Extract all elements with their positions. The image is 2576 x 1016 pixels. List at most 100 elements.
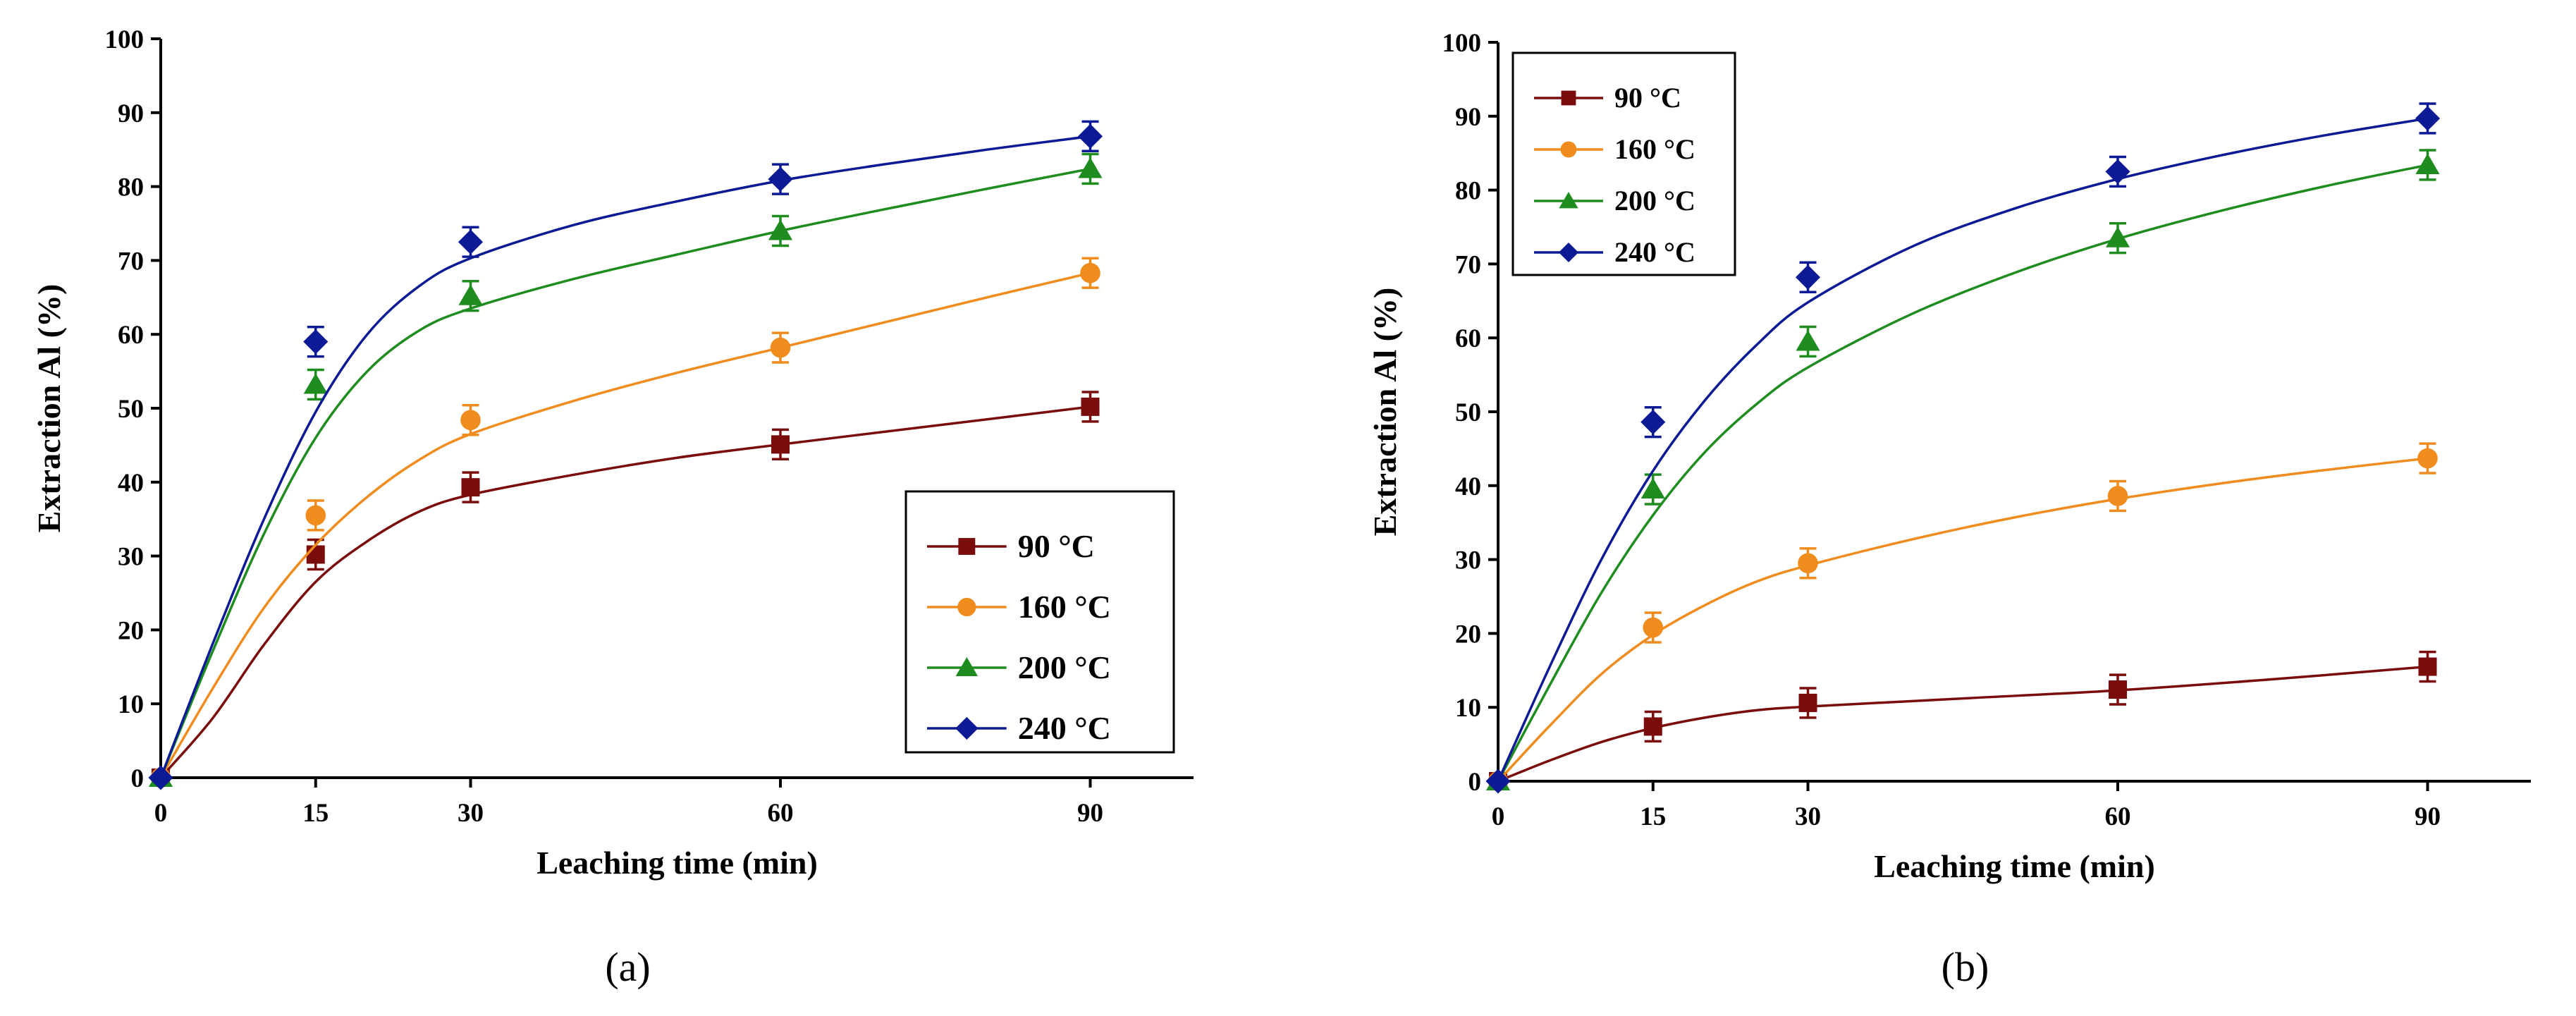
- panel-a-data-point: [1077, 123, 1103, 149]
- panel-b-data-point: [2417, 448, 2438, 469]
- panel-b-x-tick-label: 15: [1640, 802, 1666, 831]
- panel-a-y-tick-label: 40: [118, 469, 144, 498]
- panel-b-data-point: [1485, 769, 1511, 794]
- panel-b-y-tick-label: 0: [1468, 768, 1482, 797]
- panel-b-data-point: [2415, 106, 2441, 131]
- panel-a-y-tick-label: 10: [118, 690, 144, 719]
- panel-b-data-point: [2105, 159, 2130, 184]
- panel-a-series-3: [148, 120, 1103, 790]
- panel-b-x-axis-title: Leaching time (min): [1874, 848, 2155, 884]
- panel-b-legend-marker: [1558, 242, 1579, 263]
- panel-a-y-axis-title: Extraction Al (%): [31, 284, 67, 533]
- panel-b-y-tick-label: 50: [1455, 398, 1481, 427]
- panel-a-data-point: [1080, 262, 1100, 283]
- panel-a-data-point: [768, 219, 793, 240]
- panel-b-data-point: [2415, 153, 2440, 174]
- panel-a-data-point: [768, 166, 793, 192]
- panel-a-y-tick-label: 60: [118, 321, 144, 350]
- panel-a-data-point: [303, 329, 329, 355]
- panel-a-legend-label: 160 °C: [1018, 589, 1111, 625]
- panel-b-legend-label: 90 °C: [1614, 82, 1681, 114]
- panel-b-legend-marker: [1560, 141, 1577, 158]
- panel-b-series-1: [1488, 442, 2438, 792]
- panel-a-y-tick-label: 100: [105, 25, 145, 54]
- panel-a-data-point: [1078, 157, 1103, 178]
- panel-b-data-point: [1798, 693, 1817, 712]
- panel-b-data-point: [2418, 657, 2437, 676]
- panel-b-legend-label: 200 °C: [1614, 185, 1695, 216]
- panel-a-legend-label: 240 °C: [1018, 710, 1111, 746]
- panel-a-legend-label: 200 °C: [1018, 649, 1111, 685]
- panel-a-fit-curve: [159, 271, 1091, 778]
- panel-b-legend-label: 160 °C: [1614, 133, 1695, 165]
- panel-a-data-point: [458, 229, 484, 255]
- panel-b-legend: 90 °C 160 °C 200 °C 240 °C: [1511, 51, 1736, 276]
- panel-b-y-tick-label: 100: [1442, 29, 1482, 58]
- panel-b-y-tick-label: 80: [1455, 177, 1481, 206]
- panel-b-legend-label: 240 °C: [1614, 236, 1695, 268]
- panel-a-y-tick-label: 80: [118, 173, 144, 202]
- panel-a-data-point: [1081, 397, 1100, 416]
- panel-b-y-tick-label: 40: [1455, 472, 1481, 501]
- panel-a-y-tick-label: 50: [118, 395, 144, 424]
- panel-b-data-point: [2105, 226, 2130, 247]
- panel-a-y-tick-label: 70: [118, 247, 144, 276]
- panel-a: 0 10 20 30 40 50 60 70 80 90 100 0 15 30 60 90 Leaching …: [31, 25, 1194, 990]
- panel-a-legend-marker: [955, 657, 979, 676]
- panel-a-data-point: [460, 410, 481, 431]
- panel-a-y-tick-label: 20: [118, 616, 144, 645]
- panel-b-data-point: [2109, 680, 2127, 699]
- panel-b-data-point: [1643, 617, 1664, 638]
- panel-b-data-point: [1798, 553, 1818, 574]
- panel-b: 0 10 20 30 40 50 60 70 80 90 100 0 15 30 60 90 Leaching …: [1367, 29, 2531, 990]
- panel-b-legend-marker: [1561, 90, 1576, 106]
- panel-a-legend-marker: [958, 538, 976, 555]
- panel-a-label: (a): [605, 944, 650, 990]
- panel-b-fit-curve: [1497, 117, 2428, 782]
- panel-a-y-tick-label: 30: [118, 543, 144, 572]
- panel-a-data-point: [770, 337, 791, 358]
- panel-a-x-tick-label: 60: [768, 799, 794, 828]
- panel-a-data-point: [458, 284, 483, 305]
- panel-a-legend-box: [904, 490, 1175, 754]
- panel-b-x-tick-label: 30: [1795, 802, 1821, 831]
- panel-b-data-point: [1640, 410, 1666, 435]
- panel-b-y-tick-label: 70: [1455, 250, 1481, 279]
- panel-b-x-tick-label: 0: [1492, 802, 1505, 831]
- panel-b-fit-curve: [1497, 457, 2428, 783]
- panel-b-y-tick-label: 30: [1455, 546, 1481, 575]
- panel-a-data-point: [148, 765, 173, 790]
- panel-a-data-point: [461, 478, 480, 497]
- panel-b-y-tick-label: 20: [1455, 620, 1481, 649]
- panel-a-data-point: [303, 373, 328, 394]
- panel-b-x-tick-label: 60: [2105, 802, 2131, 831]
- panel-b-series-3: [1485, 102, 2441, 794]
- panel-a-fit-curve: [159, 167, 1091, 778]
- panel-a-legend: 90 °C 160 °C 200 °C 240 °C: [904, 490, 1175, 754]
- panel-b-legend-marker: [1559, 192, 1578, 209]
- panel-a-legend-label: 90 °C: [1018, 528, 1095, 564]
- panel-b-series-0: [1489, 650, 2437, 790]
- panel-b-legend-box: [1511, 51, 1736, 276]
- panel-b-fit-curve: [1497, 164, 2428, 782]
- panel-a-legend-marker: [957, 597, 976, 617]
- panel-a-series-2: [148, 152, 1103, 787]
- panel-b-y-tick-label: 60: [1455, 324, 1481, 353]
- panel-a-data-point: [305, 505, 326, 526]
- panel-b-data-point: [1640, 477, 1665, 499]
- panel-a-x-axis-title: Leaching time (min): [536, 845, 818, 881]
- panel-b-x-tick-label: 90: [2415, 802, 2441, 831]
- panel-a-y-tick-label: 90: [118, 99, 144, 128]
- panel-a-y-tick-label: 0: [131, 764, 145, 793]
- panel-b-data-point: [1795, 264, 1821, 290]
- panel-b-y-tick-label: 90: [1455, 103, 1481, 132]
- panel-b-data-point: [1643, 717, 1662, 736]
- panel-a-x-tick-label: 90: [1077, 799, 1103, 828]
- panel-b-y-axis-title: Extraction Al (%): [1367, 288, 1403, 537]
- panel-b-data-point: [2107, 486, 2128, 506]
- panel-a-x-tick-label: 30: [458, 799, 484, 828]
- panel-a-legend-marker: [955, 716, 979, 740]
- panel-b-label: (b): [1942, 944, 1989, 990]
